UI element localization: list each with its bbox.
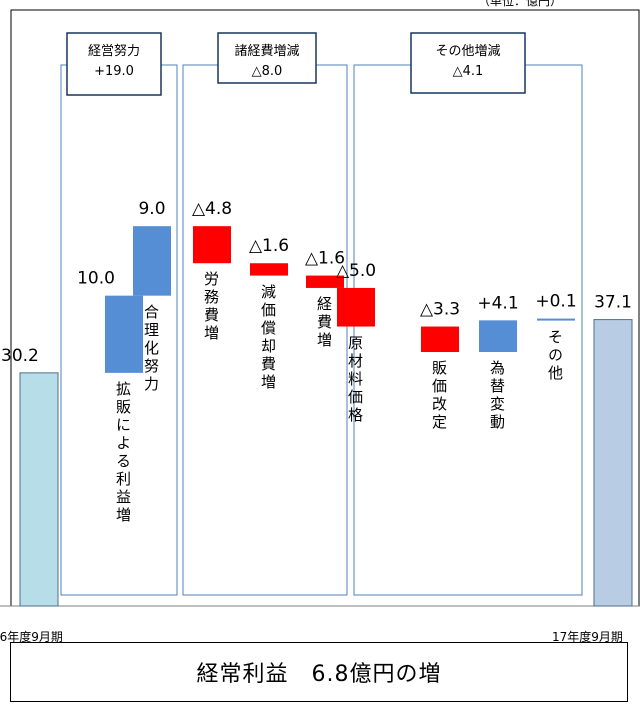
group-header-box-2 — [217, 32, 317, 84]
bar-10 — [537, 318, 575, 321]
value-label-4: △4.8 — [192, 199, 232, 219]
group-header-title-3: その他増減 — [435, 43, 500, 59]
bar-1 — [19, 372, 59, 607]
bar-7 — [337, 287, 375, 327]
category-label-5: 減価償却費増 — [259, 283, 277, 392]
value-label-6: △1.6 — [305, 249, 345, 269]
bar-6 — [306, 275, 344, 288]
group-header-value-3: △4.1 — [453, 64, 484, 79]
group-header-title-2: 諸経費増減 — [234, 43, 299, 59]
group-header-box-3 — [410, 32, 526, 94]
category-label-10: その他 — [546, 328, 564, 383]
value-label-1: 30.2 — [1, 346, 39, 366]
value-label-3: 9.0 — [138, 199, 165, 219]
bar-3 — [133, 226, 171, 296]
group-header-value-2: △8.0 — [252, 64, 283, 79]
category-label-9: 為替変動 — [488, 360, 506, 432]
bar-9 — [479, 320, 517, 353]
summary-text: 経常利益 6.8億円の増 — [196, 662, 442, 687]
bar-4 — [193, 226, 231, 264]
value-label-9: +4.1 — [477, 293, 518, 313]
category-label-7: 原材料価格 — [346, 334, 364, 425]
end-period-label: 17年度9月期 — [552, 629, 623, 644]
value-label-7: △5.0 — [336, 261, 376, 281]
value-label-10: +0.1 — [535, 292, 576, 312]
unit-note: （単位：億円） — [478, 0, 562, 8]
value-label-11: 37.1 — [594, 293, 632, 313]
category-label-2: 拡販による利益増 — [114, 380, 132, 525]
group-header-title-1: 経営努力 — [88, 44, 140, 59]
bar-5 — [250, 263, 288, 276]
bar-8 — [421, 326, 459, 353]
bar-11 — [593, 319, 633, 607]
summary-box: 経常利益 6.8億円の増 — [10, 642, 628, 702]
group-header-value-1: +19.0 — [94, 64, 134, 79]
group-header-box-1 — [66, 32, 162, 96]
category-label-3: 合理化努力 — [142, 303, 160, 394]
value-label-8: △3.3 — [420, 300, 460, 320]
category-label-4: 労務費増 — [202, 271, 220, 344]
category-label-8: 販価改定 — [430, 360, 448, 432]
category-label-6: 経費増 — [315, 295, 333, 350]
value-label-2: 10.0 — [77, 269, 115, 289]
value-label-5: △1.6 — [249, 236, 289, 256]
bar-2 — [105, 295, 143, 373]
